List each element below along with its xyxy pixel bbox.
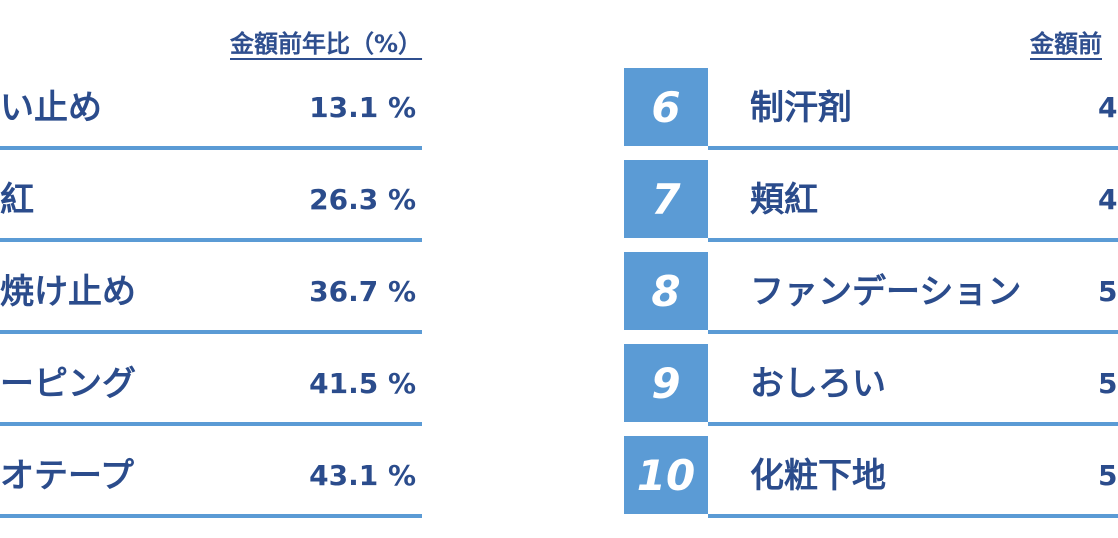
row-divider bbox=[0, 146, 422, 150]
row-divider bbox=[708, 514, 1118, 518]
item-name: オテープ bbox=[0, 456, 134, 496]
rank-badge: 7 bbox=[624, 160, 708, 238]
row-divider bbox=[708, 238, 1118, 242]
item-value: 43.1 % bbox=[309, 459, 416, 492]
item-value: 5 bbox=[1098, 367, 1118, 400]
item-value: 13.1 % bbox=[309, 91, 416, 124]
item-value: 4 bbox=[1098, 183, 1118, 216]
row-divider bbox=[708, 146, 1118, 150]
item-name: 紅 bbox=[0, 180, 34, 220]
rank-badge: 9 bbox=[624, 344, 708, 422]
row-divider bbox=[0, 514, 422, 518]
rank-badge: 10 bbox=[624, 436, 708, 514]
item-name: 化粧下地 bbox=[750, 456, 886, 496]
item-name: おしろい bbox=[750, 364, 886, 404]
item-value: 26.3 % bbox=[309, 183, 416, 216]
left-header: 金額前年比（%） bbox=[230, 30, 423, 58]
row-divider bbox=[708, 330, 1118, 334]
item-value: 5 bbox=[1098, 275, 1118, 308]
row-divider bbox=[0, 422, 422, 426]
row-divider bbox=[0, 238, 422, 242]
row-divider bbox=[708, 422, 1118, 426]
item-value: 41.5 % bbox=[309, 367, 416, 400]
item-name: ーピング bbox=[0, 364, 136, 404]
item-name: い止め bbox=[0, 88, 102, 128]
item-name: ファンデーション bbox=[750, 272, 1022, 312]
rank-badge: 8 bbox=[624, 252, 708, 330]
rank-badge: 6 bbox=[624, 68, 708, 146]
item-value: 4 bbox=[1098, 91, 1118, 124]
right-header: 金額前 bbox=[1030, 30, 1102, 58]
item-name: 焼け止め bbox=[0, 272, 136, 312]
item-name: 頬紅 bbox=[750, 180, 818, 220]
item-value: 5 bbox=[1098, 459, 1118, 492]
item-name: 制汗剤 bbox=[750, 88, 852, 128]
item-value: 36.7 % bbox=[309, 275, 416, 308]
row-divider bbox=[0, 330, 422, 334]
